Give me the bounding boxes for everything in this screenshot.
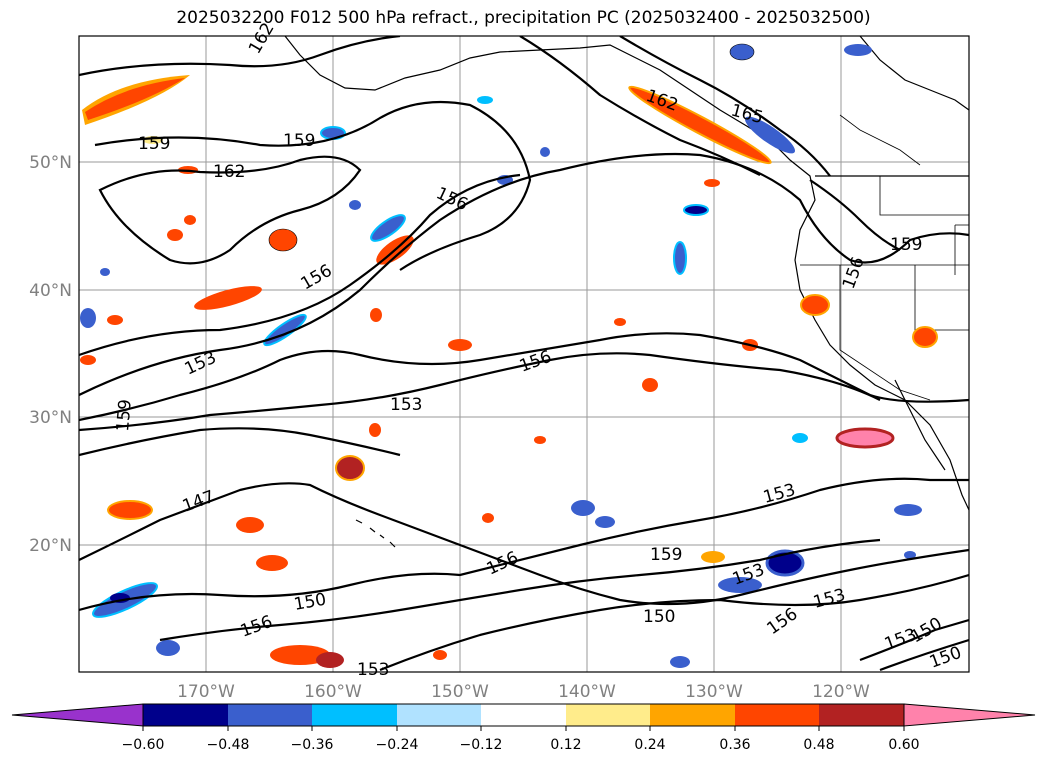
colorbar-segment	[397, 704, 481, 726]
contour-label: 159	[650, 545, 682, 565]
lon-label: 130°W	[685, 682, 743, 702]
colorbar-segment	[650, 704, 735, 726]
colorbar-extend-high	[903, 703, 1036, 727]
colorbar-segment	[735, 704, 819, 726]
colorbar-tick-label: −0.60	[122, 737, 165, 753]
colorbar-tick-label: 0.36	[719, 737, 750, 753]
colorbar-tick-label: −0.24	[376, 737, 419, 753]
lon-label: 140°W	[558, 682, 616, 702]
lat-label: 20°N	[29, 536, 72, 556]
contour-label: 150	[643, 607, 675, 627]
latitude-labels: 50°N 40°N 30°N 20°N	[29, 153, 72, 556]
colorbar-segment	[228, 704, 312, 726]
contour-label: 153	[357, 660, 389, 680]
colorbar-tick-label: −0.48	[207, 737, 250, 753]
map-area	[79, 36, 969, 672]
contour-label: 159	[138, 134, 170, 154]
lat-label: 40°N	[29, 281, 72, 301]
colorbar-tick-label: −0.36	[291, 737, 334, 753]
colorbar-segment	[481, 704, 566, 726]
lon-label: 120°W	[812, 682, 870, 702]
map-frame	[78, 35, 970, 673]
contour-label: 159	[283, 131, 315, 151]
colorbar-segment	[819, 704, 904, 726]
colorbar-segment	[566, 704, 650, 726]
colorbar-segment	[143, 704, 228, 726]
colorbar-tick-label: 0.48	[803, 737, 834, 753]
colorbar-tick-label: 0.12	[550, 737, 581, 753]
contour-label: 162	[213, 162, 245, 182]
colorbar-extend-low	[11, 703, 144, 727]
lon-label: 150°W	[431, 682, 489, 702]
longitude-labels: 170°W 160°W 150°W 140°W 130°W 120°W	[177, 682, 870, 702]
colorbar-tick-label: 0.24	[634, 737, 665, 753]
lon-label: 170°W	[177, 682, 235, 702]
colorbar-tick-label: −0.12	[460, 737, 503, 753]
colorbar: −0.60 −0.48 −0.36 −0.24 −0.12 0.12 0.24 …	[11, 703, 1036, 753]
lon-label: 160°W	[304, 682, 362, 702]
precip-positive-areas	[80, 75, 938, 668]
colorbar-tick-label: 0.60	[888, 737, 919, 753]
refractivity-contours	[79, 36, 969, 672]
map-title: 2025032200 F012 500 hPa refract., precip…	[176, 8, 871, 28]
contour-label: 159	[890, 235, 922, 255]
contour-label: 153	[390, 395, 422, 415]
colorbar-frame	[142, 703, 905, 727]
coastline	[284, 36, 969, 548]
colorbar-segment	[312, 704, 397, 726]
lat-label: 50°N	[29, 153, 72, 173]
lat-label: 30°N	[29, 408, 72, 428]
contour-label: 159	[113, 398, 136, 432]
